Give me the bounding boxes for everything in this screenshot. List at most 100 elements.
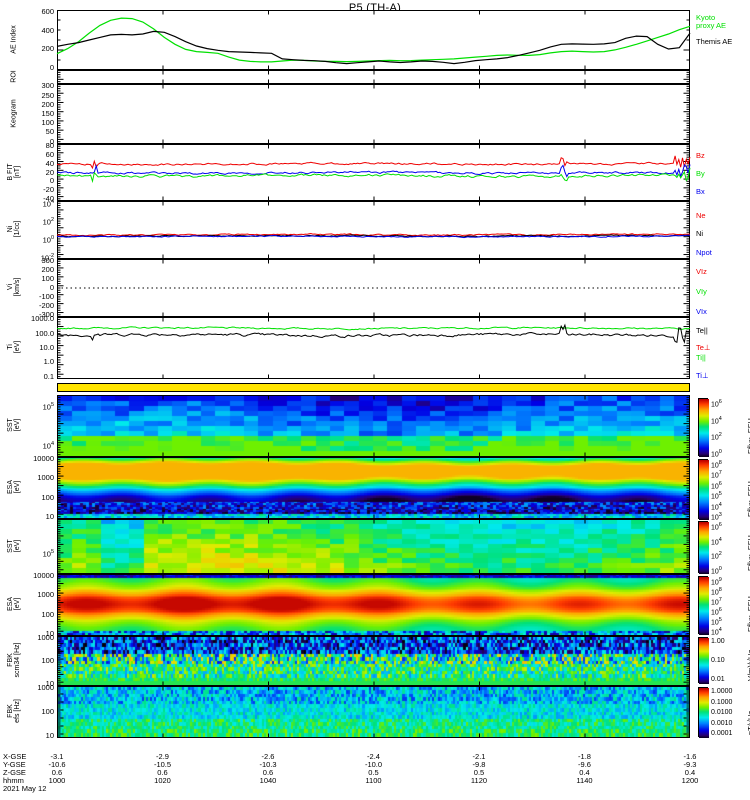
fbk-scm-cbar-tick-2: 0.01 — [711, 676, 725, 683]
y-tick-ti-0: 1000.0 — [31, 314, 54, 324]
esa-electron-cbar-tick-3: 105 — [711, 491, 722, 501]
x-axis-tick-0-4: -2.1 — [472, 752, 486, 761]
y-tick-sst-electron-0: 105 — [42, 402, 54, 412]
panel-esa-ion — [57, 574, 690, 636]
x-axis-tick-3-0: 1000 — [48, 776, 66, 785]
x-axis-row-name-1: Y-GSE — [3, 760, 26, 769]
esa-electron-cbar-tick-1: 107 — [711, 470, 722, 480]
y-tick-fbk-scm-1: 100 — [41, 656, 54, 665]
fbk-efs-cbar-tick-4: 0.0001 — [711, 730, 733, 737]
y-tick-keogram-0: 300 — [41, 81, 54, 91]
y-tick-esa-electron-3: 10 — [45, 511, 54, 521]
x-axis-tick-2-0: 0.6 — [51, 768, 63, 777]
sst-ion-cbar-tick-2: 102 — [711, 551, 722, 561]
y-tick-b-fit-5: -20 — [43, 184, 54, 194]
spectrogram-sst-ion — [58, 520, 689, 573]
sst-electron-cbar — [698, 398, 709, 457]
y-axis-label-vi: Vi [km/s] — [7, 277, 21, 297]
legend-ni-0: Ne — [696, 211, 706, 220]
esa-electron-cbar-tick-5: 103 — [711, 512, 722, 522]
legend-ni-1: Ni — [696, 229, 704, 238]
x-axis-tick-3-6: 1200 — [681, 776, 699, 785]
x-axis-tick-1-6: -9.3 — [683, 760, 697, 769]
y-tick-keogram-4: 100 — [41, 118, 54, 128]
y-tick-keogram-5: 50 — [45, 127, 54, 137]
x-axis-tick-0-6: -1.6 — [683, 752, 697, 761]
y-tick-b-fit-6: -40 — [43, 193, 54, 203]
x-axis-date: 2021 May 12 — [3, 784, 47, 793]
fbk-scm-cbar-tick-1: 0.10 — [711, 657, 725, 664]
esa-electron-cbar — [698, 459, 709, 520]
y-tick-b-fit-1: 60 — [45, 150, 54, 160]
y-axis-label-keogram: Keogram — [10, 99, 18, 128]
y-tick-b-fit-4: 0 — [49, 176, 54, 186]
fbk-efs-cbar-gradient — [699, 688, 709, 738]
panel-vi — [57, 259, 690, 317]
y-tick-keogram-1: 250 — [41, 90, 54, 100]
legend-ae-index-0: Kyoto proxy AE — [696, 13, 727, 30]
y-axis-label-ae-index: AE Index — [10, 25, 18, 54]
legend-ae-index-1: Themis AE — [696, 37, 733, 46]
esa-ion-cbar-tick-5: 104 — [711, 627, 722, 637]
esa-electron-cbar-gradient — [699, 460, 709, 520]
esa-ion-cbar-tick-0: 109 — [711, 577, 722, 587]
y-tick-vi-2: 100 — [41, 274, 54, 284]
y-tick-ti-3: 1.0 — [43, 357, 54, 367]
y-tick-vi-6: -300 — [38, 309, 54, 319]
y-axis-label-roi: ROI — [10, 70, 18, 83]
legend-b-fit-2: Bx — [696, 187, 705, 196]
legend-ti-3: Ti⊥ — [696, 371, 709, 380]
panel-sst-electron — [57, 395, 690, 457]
y-tick-vi-5: -200 — [38, 300, 54, 310]
panel-fbk-efs — [57, 686, 690, 738]
y-tick-vi-1: 200 — [41, 265, 54, 275]
fbk-scm-cbar-gradient — [699, 638, 709, 684]
spectrogram-esa-electron — [58, 458, 689, 518]
y-tick-keogram-3: 150 — [41, 109, 54, 118]
y-tick-esa-electron-0: 10000 — [33, 454, 54, 464]
panel-esa-electron — [57, 457, 690, 519]
y-tick-ni-1: 102 — [42, 217, 54, 227]
y-tick-vi-3: 0 — [49, 283, 54, 292]
x-axis-tick-3-3: 1100 — [365, 776, 382, 785]
x-axis-tick-2-5: 0.4 — [579, 768, 590, 777]
fbk-efs-cbar-tick-0: 1.0000 — [711, 688, 733, 695]
y-tick-ni-2: 100 — [42, 234, 54, 245]
fbk-efs-cbar-tick-1: 0.1000 — [711, 698, 733, 706]
spectrogram-fbk-efs — [58, 687, 689, 737]
y-tick-ti-4: 0.1 — [43, 371, 54, 381]
x-axis-tick-0-3: -2.4 — [367, 752, 380, 761]
y-tick-b-fit-0: 80 — [45, 141, 54, 151]
y-axis-label-esa-electron: ESA [eV] — [7, 480, 21, 495]
x-axis-row-name-3: hhmm — [3, 776, 24, 785]
x-axis-tick-2-1: 0.6 — [157, 768, 168, 777]
y-axis-label-fbk-scm: FBK scm34 [Hz] — [7, 642, 21, 678]
y-axis-label-sst-electron: SST [eV] — [7, 418, 21, 432]
esa-electron-cbar-tick-2: 106 — [711, 480, 722, 491]
legend-ti-2: Ti|| — [696, 353, 706, 362]
y-tick-esa-electron-1: 1000 — [37, 473, 54, 483]
sst-electron-cbar-tick-0: 106 — [711, 399, 722, 409]
legend-vi-2: VIx — [696, 307, 707, 316]
sst-electron-cbar-title: Eflux, EFU — [746, 418, 750, 454]
legend-vi-0: VIz — [696, 267, 707, 276]
sst-ion-cbar-tick-3: 100 — [711, 566, 722, 576]
y-tick-sst-electron-1: 104 — [42, 440, 54, 451]
x-axis-tick-3-1: 1020 — [154, 776, 171, 785]
spectrogram-esa-ion — [58, 575, 689, 635]
fbk-scm-cbar-tick-0: 1.00 — [711, 638, 725, 645]
x-axis-tick-2-2: 0.6 — [262, 768, 274, 777]
fbk-efs-cbar-tick-3: 0.0010 — [711, 719, 733, 727]
sst-ion-cbar-gradient — [699, 522, 709, 574]
panel-b-fit — [57, 144, 690, 201]
x-axis-tick-0-1: -2.9 — [156, 752, 169, 761]
x-axis-tick-1-2: -10.3 — [259, 760, 277, 769]
esa-electron-cbar-tick-4: 104 — [711, 501, 722, 511]
spectrogram-fbk-scm — [58, 637, 689, 685]
x-axis-tick-2-4: 0.5 — [473, 768, 485, 777]
roi-yellow-bar — [57, 383, 690, 392]
x-axis-tick-1-1: -10.5 — [153, 760, 172, 769]
esa-electron-cbar-tick-0: 108 — [711, 460, 722, 470]
sst-electron-cbar-tick-2: 102 — [711, 432, 722, 442]
x-axis-tick-3-2: 1040 — [259, 776, 277, 785]
